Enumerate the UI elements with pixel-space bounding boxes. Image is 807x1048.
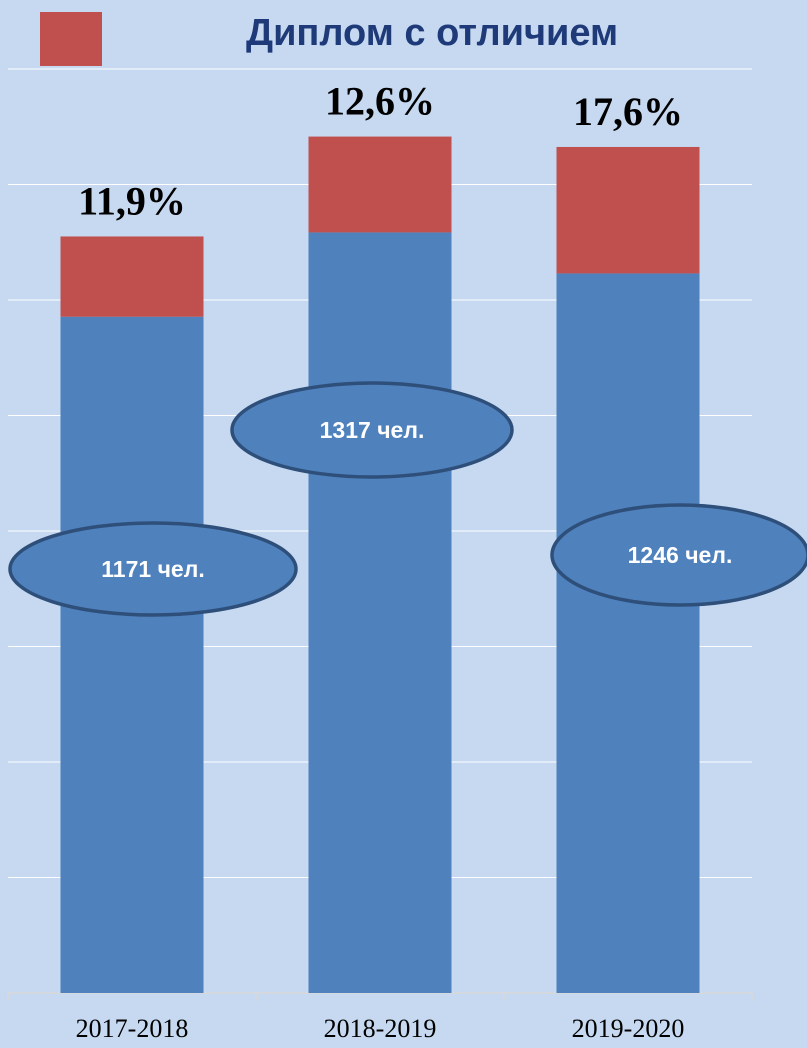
count-label: 1246 чел. (628, 542, 733, 568)
value-label: 11,9% (78, 178, 186, 223)
bars (60, 136, 700, 993)
value-label: 12,6% (325, 79, 435, 124)
labels: 11,9% 1171 чел. 2017-2018 12,6% 1317 чел. 201… (8, 79, 807, 1043)
legend-label-diploma: Диплом с отличием (246, 12, 619, 54)
value-label: 17,6% (573, 89, 683, 134)
legend-swatch-diploma (40, 12, 102, 66)
count-callout-ellipse (230, 381, 514, 479)
x-tick-label: 2018-2019 (324, 1014, 437, 1043)
bar-diploma-honors (308, 136, 452, 233)
bar-graduates (556, 273, 700, 993)
count-label: 1171 чел. (101, 556, 204, 582)
count-label: 1317 чел. (320, 417, 425, 443)
x-tick-label: 2017-2018 (76, 1014, 189, 1043)
count-callout-ellipse (550, 503, 807, 607)
x-tick-label: 2019-2020 (572, 1014, 685, 1043)
bar-graduates (308, 232, 452, 993)
bar-diploma-honors (60, 236, 204, 317)
bar-graduates (60, 316, 204, 993)
bar-diploma-honors (556, 146, 700, 274)
count-callout-ellipse (8, 521, 298, 617)
